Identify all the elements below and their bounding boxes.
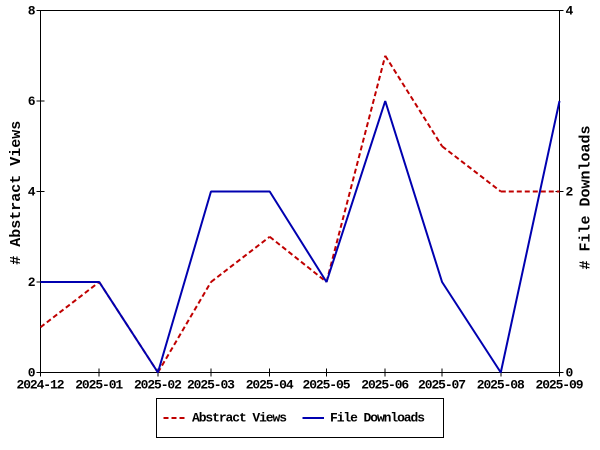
- svg-text:4: 4: [28, 185, 36, 200]
- svg-text:Abstract Views: Abstract Views: [192, 411, 287, 426]
- svg-text:6: 6: [28, 94, 36, 109]
- svg-text:2025-07: 2025-07: [418, 378, 466, 393]
- svg-text:2025-08: 2025-08: [477, 378, 525, 393]
- svg-text:2025-04: 2025-04: [246, 378, 294, 393]
- svg-text:2: 2: [566, 185, 574, 200]
- svg-text:8: 8: [28, 4, 36, 19]
- svg-text:0: 0: [28, 366, 36, 381]
- svg-text:2025-09: 2025-09: [536, 378, 584, 393]
- svg-text:File Downloads: File Downloads: [330, 411, 425, 426]
- svg-text:2025-06: 2025-06: [361, 378, 409, 393]
- svg-text:# File Downloads: # File Downloads: [578, 126, 595, 270]
- svg-text:4: 4: [566, 4, 574, 19]
- svg-text:# Abstract Views: # Abstract Views: [8, 121, 25, 265]
- svg-text:2025-01: 2025-01: [75, 378, 123, 393]
- svg-text:2025-05: 2025-05: [303, 378, 351, 393]
- svg-text:2025-02: 2025-02: [134, 378, 182, 393]
- svg-text:2025-03: 2025-03: [187, 378, 235, 393]
- svg-text:2024-12: 2024-12: [17, 378, 65, 393]
- svg-text:0: 0: [566, 366, 574, 381]
- svg-text:2: 2: [28, 275, 36, 290]
